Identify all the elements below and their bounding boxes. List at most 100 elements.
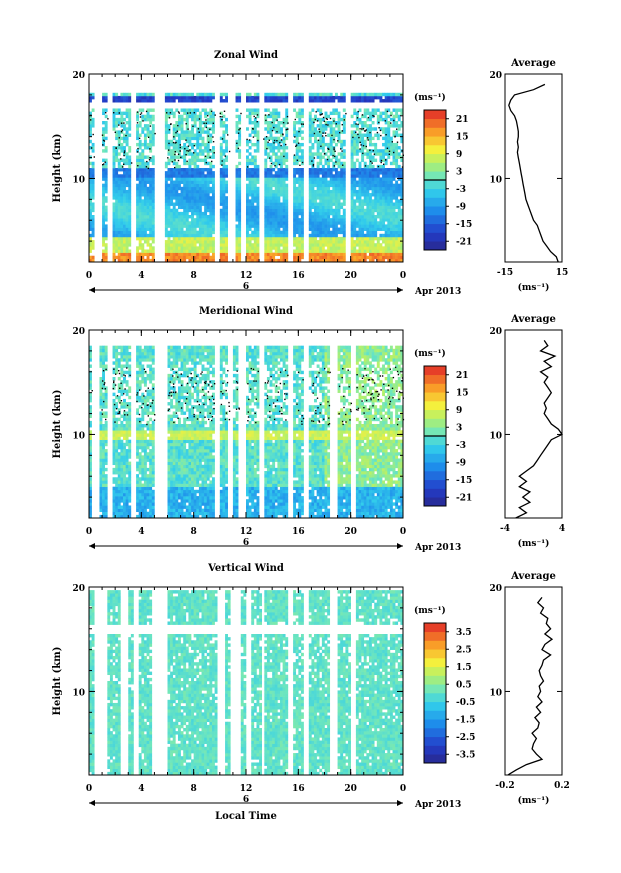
heatmap-cell — [123, 246, 126, 250]
heatmap-cell — [285, 211, 289, 216]
heatmap-cell — [392, 95, 396, 100]
heatmap-cell — [324, 224, 328, 228]
heatmap-cell — [324, 196, 328, 200]
heatmap-cell — [196, 224, 200, 228]
heatmap-cell — [384, 252, 388, 257]
heatmap-cell — [136, 224, 140, 228]
heatmap-cell — [136, 246, 140, 250]
heatmap-cell — [368, 149, 372, 153]
heatmap-cell — [395, 227, 399, 231]
heatmap-cell — [167, 124, 171, 128]
heatmap-cell — [198, 127, 202, 131]
heatmap-cell — [175, 211, 179, 216]
contour-mark — [224, 155, 226, 157]
heatmap-cell — [392, 146, 396, 150]
heatmap-cell — [274, 177, 278, 181]
heatmap-cell — [164, 243, 168, 247]
heatmap-cell — [89, 377, 92, 381]
heatmap-cell — [387, 236, 391, 241]
heatmap-cell — [358, 215, 362, 219]
heatmap-cell — [164, 121, 168, 125]
heatmap-cell — [392, 230, 396, 235]
heatmap-cell — [209, 236, 213, 241]
heatmap-cell — [198, 174, 202, 178]
heatmap-cell — [117, 483, 121, 487]
heatmap-cell — [117, 255, 121, 260]
heatmap-cell — [222, 171, 226, 175]
heatmap-cell — [172, 189, 176, 194]
heatmap-cell — [149, 252, 153, 257]
heatmap-cell — [115, 233, 119, 238]
heatmap-cell — [300, 252, 304, 257]
heatmap-cell — [395, 249, 399, 253]
heatmap-cell — [334, 199, 338, 203]
heatmap-cell — [170, 177, 174, 181]
heatmap-cell — [293, 127, 297, 131]
heatmap-cell — [329, 130, 333, 134]
heatmap-cell — [387, 196, 391, 200]
colorbar-unit: (ms⁻¹) — [414, 92, 446, 103]
heatmap-cell — [151, 108, 155, 112]
heatmap-cell — [332, 186, 336, 191]
heatmap-cell — [149, 168, 153, 172]
contour-mark — [394, 136, 396, 138]
heatmap-cell — [277, 258, 281, 263]
heatmap-cell — [115, 445, 119, 450]
heatmap-cell — [206, 196, 210, 200]
heatmap-cell — [201, 92, 205, 97]
heatmap-cell — [149, 249, 153, 253]
heatmap-cell — [115, 452, 119, 456]
heatmap-cell — [104, 168, 108, 172]
heatmap-cell — [371, 215, 375, 219]
contour-mark — [361, 128, 363, 130]
heatmap-cell — [274, 152, 278, 156]
contour-mark — [324, 132, 327, 134]
heatmap-cell — [146, 205, 150, 210]
heatmap-cell — [222, 121, 226, 125]
heatmap-cell — [395, 146, 399, 150]
heatmap-cell — [350, 149, 354, 153]
heatmap-cell — [314, 249, 317, 253]
heatmap-cell — [321, 149, 325, 153]
heatmap-cell — [321, 183, 325, 188]
heatmap-cell — [248, 168, 252, 172]
heatmap-cell — [342, 161, 346, 166]
heatmap-cell — [211, 208, 215, 213]
heatmap-cell — [295, 180, 299, 184]
heatmap-cell — [149, 117, 153, 122]
heatmap-cell — [298, 130, 302, 134]
heatmap-cell — [277, 199, 281, 203]
heatmap-cell — [115, 489, 119, 494]
heatmap-cell — [342, 114, 346, 119]
heatmap-cell — [298, 240, 302, 244]
heatmap-cell — [368, 240, 372, 244]
heatmap-cell — [361, 215, 365, 219]
heatmap-cell — [363, 177, 367, 181]
heatmap-cell — [177, 95, 181, 100]
heatmap-cell — [211, 171, 215, 175]
heatmap-cell — [120, 452, 124, 456]
heatmap-cell — [397, 189, 401, 194]
heatmap-cell — [397, 171, 401, 175]
heatmap-cell — [123, 389, 126, 393]
heatmap-cell — [167, 139, 171, 144]
heatmap-cell — [180, 196, 184, 200]
heatmap-cell — [355, 152, 359, 156]
heatmap-cell — [272, 240, 276, 244]
heatmap-cell — [120, 383, 124, 387]
heatmap-cell — [89, 127, 92, 131]
heatmap-cell — [342, 127, 346, 131]
heatmap-cell — [395, 221, 399, 225]
heatmap-cell — [319, 127, 323, 131]
heatmap-cell — [400, 108, 404, 112]
heatmap-cell — [185, 171, 189, 175]
contour-mark — [227, 134, 229, 136]
heatmap-cell — [384, 255, 388, 260]
heatmap-cell — [334, 224, 338, 228]
heatmap-cell — [266, 252, 270, 257]
heatmap-cell — [120, 215, 124, 219]
heatmap-cell — [149, 177, 153, 181]
heatmap-cell — [340, 246, 344, 250]
heatmap-cell — [282, 171, 286, 175]
heatmap-cell — [332, 236, 336, 241]
